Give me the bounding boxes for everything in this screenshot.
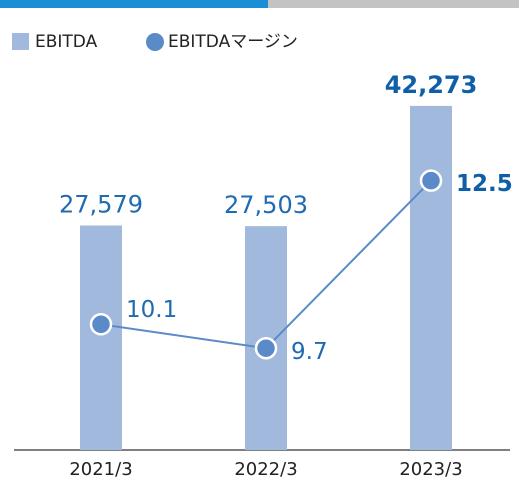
x-tick-label: 2021/3 [69, 459, 132, 480]
bar [410, 105, 452, 451]
bar-value-label: 27,579 [59, 191, 143, 219]
legend-swatch [12, 33, 29, 50]
bar-value-label: 42,273 [385, 71, 478, 99]
line-value-label: 9.7 [291, 339, 328, 365]
x-tick-label: 2022/3 [234, 459, 297, 480]
header-bar [268, 0, 519, 8]
line-point [419, 169, 443, 192]
line-point [254, 337, 278, 360]
line-value-label: 12.5 [456, 171, 513, 197]
line-value-label: 10.1 [126, 297, 177, 323]
x-tick-label: 2023/3 [399, 459, 462, 480]
legend-label: EBITDA [35, 32, 98, 52]
bar [80, 225, 122, 450]
legend-label: EBITDAマージン [168, 32, 298, 52]
legend-swatch [146, 33, 164, 51]
bar-value-label: 27,503 [224, 191, 308, 219]
header-bar-active [0, 0, 268, 8]
line-point [89, 313, 113, 336]
